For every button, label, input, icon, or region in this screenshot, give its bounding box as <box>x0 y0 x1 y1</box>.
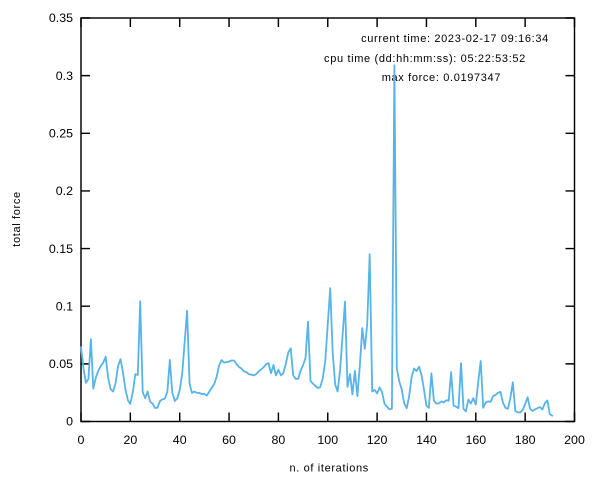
svg-text:0.1: 0.1 <box>56 299 73 313</box>
svg-text:current time: 2023-02-17 09:16: current time: 2023-02-17 09:16:34 <box>361 33 549 45</box>
svg-text:0.25: 0.25 <box>49 127 73 141</box>
svg-text:160: 160 <box>465 433 486 447</box>
svg-text:100: 100 <box>317 433 338 447</box>
svg-text:20: 20 <box>123 433 137 447</box>
svg-text:0.35: 0.35 <box>49 11 73 25</box>
svg-text:0: 0 <box>66 415 73 429</box>
svg-text:40: 40 <box>173 433 187 447</box>
svg-text:0.05: 0.05 <box>49 357 73 371</box>
svg-text:0: 0 <box>78 433 85 447</box>
svg-text:0.3: 0.3 <box>56 69 73 83</box>
svg-text:140: 140 <box>416 433 437 447</box>
svg-text:0.2: 0.2 <box>56 184 73 198</box>
svg-text:max force: 0.0197347: max force: 0.0197347 <box>382 72 501 84</box>
svg-text:200: 200 <box>564 433 585 447</box>
svg-text:n. of iterations: n. of iterations <box>289 463 369 475</box>
svg-text:180: 180 <box>515 433 536 447</box>
svg-text:0.15: 0.15 <box>49 242 73 256</box>
svg-text:60: 60 <box>222 433 236 447</box>
svg-text:80: 80 <box>272 433 286 447</box>
svg-text:cpu time (dd:hh:mm:ss): 05:22:: cpu time (dd:hh:mm:ss): 05:22:53:52 <box>324 53 526 65</box>
svg-text:120: 120 <box>367 433 388 447</box>
svg-text:total force: total force <box>11 191 23 246</box>
